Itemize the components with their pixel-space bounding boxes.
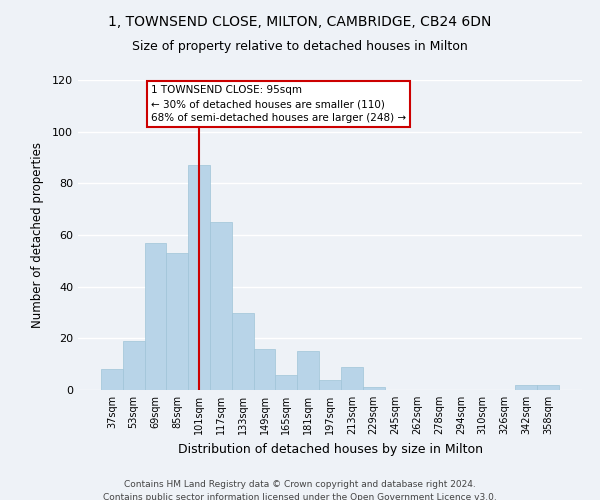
Bar [101, 370, 123, 390]
Bar [341, 367, 363, 390]
Bar [537, 385, 559, 390]
Bar [232, 312, 254, 390]
Bar [363, 388, 385, 390]
X-axis label: Distribution of detached houses by size in Milton: Distribution of detached houses by size … [178, 442, 482, 456]
Bar [254, 348, 275, 390]
Bar [210, 222, 232, 390]
Bar [275, 374, 297, 390]
Y-axis label: Number of detached properties: Number of detached properties [31, 142, 44, 328]
Bar [145, 243, 166, 390]
Text: 1 TOWNSEND CLOSE: 95sqm
← 30% of detached houses are smaller (110)
68% of semi-d: 1 TOWNSEND CLOSE: 95sqm ← 30% of detache… [151, 85, 406, 123]
Bar [319, 380, 341, 390]
Text: Size of property relative to detached houses in Milton: Size of property relative to detached ho… [132, 40, 468, 53]
Bar [515, 385, 537, 390]
Bar [123, 341, 145, 390]
Bar [297, 351, 319, 390]
Text: 1, TOWNSEND CLOSE, MILTON, CAMBRIDGE, CB24 6DN: 1, TOWNSEND CLOSE, MILTON, CAMBRIDGE, CB… [109, 15, 491, 29]
Text: Contains public sector information licensed under the Open Government Licence v3: Contains public sector information licen… [103, 492, 497, 500]
Text: Contains HM Land Registry data © Crown copyright and database right 2024.: Contains HM Land Registry data © Crown c… [124, 480, 476, 489]
Bar [188, 165, 210, 390]
Bar [166, 253, 188, 390]
